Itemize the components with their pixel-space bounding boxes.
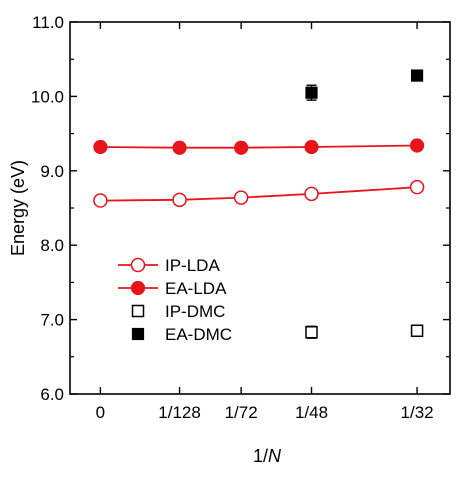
y-tick-label: 6.0 xyxy=(40,385,64,404)
data-point-ip-lda xyxy=(93,193,108,208)
y-axis-title: Energy (eV) xyxy=(8,160,28,256)
data-point-ea-lda xyxy=(304,139,319,155)
series-line-ea-lda xyxy=(100,144,418,149)
x-tick-label: 0 xyxy=(96,403,105,422)
series xyxy=(93,69,425,339)
legend-marker-ip-dmc xyxy=(131,304,145,318)
data-point-ip-dmc xyxy=(410,324,424,338)
y-tick-label: 7.0 xyxy=(40,311,64,330)
data-point-ip-dmc xyxy=(305,325,318,339)
legend-marker-ip-lda xyxy=(130,257,146,273)
legend-marker-ea-dmc xyxy=(131,327,145,341)
data-point-ip-lda xyxy=(233,190,249,205)
plot-frame xyxy=(69,21,451,395)
legend-label-ip-lda: IP-LDA xyxy=(165,256,220,275)
y-tick-label: 10.0 xyxy=(31,87,64,106)
axes xyxy=(69,21,451,395)
data-point-ea-lda xyxy=(234,140,249,155)
data-point-ea-dmc xyxy=(305,86,318,99)
x-tick-label: 1/32 xyxy=(401,403,434,422)
data-point-ea-lda xyxy=(93,139,108,155)
data-point-ea-lda xyxy=(172,140,187,155)
data-point-ip-lda xyxy=(304,186,319,202)
series-ea-lda xyxy=(93,138,425,155)
x-tick-label: 1/72 xyxy=(225,403,258,422)
data-point-ip-lda xyxy=(172,192,187,208)
ticks: 6.0 7.0 8.0 9.0 10.0 11.0 0 1/128 1/72 1/48 1/32 xyxy=(31,13,450,422)
legend-item-ip-lda: IP-LDA xyxy=(118,256,220,275)
legend-label-ea-lda: EA-LDA xyxy=(165,279,227,298)
x-tick-label: 1/48 xyxy=(295,403,328,422)
series-line-ip-lda xyxy=(100,186,418,202)
x-axis-title-variable: N xyxy=(268,446,282,466)
data-point-ip-lda xyxy=(409,179,425,195)
series-ip-dmc xyxy=(305,324,424,339)
y-tick-label: 9.0 xyxy=(40,162,64,181)
legend: IP-LDA EA-LDA IP-DMC EA-DMC xyxy=(118,256,232,344)
legend-item-ea-lda: EA-LDA xyxy=(118,279,227,298)
legend-item-ip-dmc: IP-DMC xyxy=(131,302,225,321)
x-axis-title: 1/N xyxy=(253,446,282,466)
y-tick-label: 11.0 xyxy=(32,13,64,32)
x-tick-label: 1/128 xyxy=(158,403,201,422)
legend-label-ea-dmc: EA-DMC xyxy=(165,325,232,344)
x-axis-title-prefix: 1/ xyxy=(253,446,268,466)
legend-item-ea-dmc: EA-DMC xyxy=(131,325,232,344)
series-ea-dmc xyxy=(305,69,424,101)
y-tick-label: 8.0 xyxy=(40,236,64,255)
data-point-ea-dmc xyxy=(410,69,424,82)
legend-label-ip-dmc: IP-DMC xyxy=(165,302,225,321)
data-point-ea-lda xyxy=(409,138,425,153)
series-ip-lda xyxy=(93,179,425,208)
legend-marker-ea-lda xyxy=(130,280,146,296)
